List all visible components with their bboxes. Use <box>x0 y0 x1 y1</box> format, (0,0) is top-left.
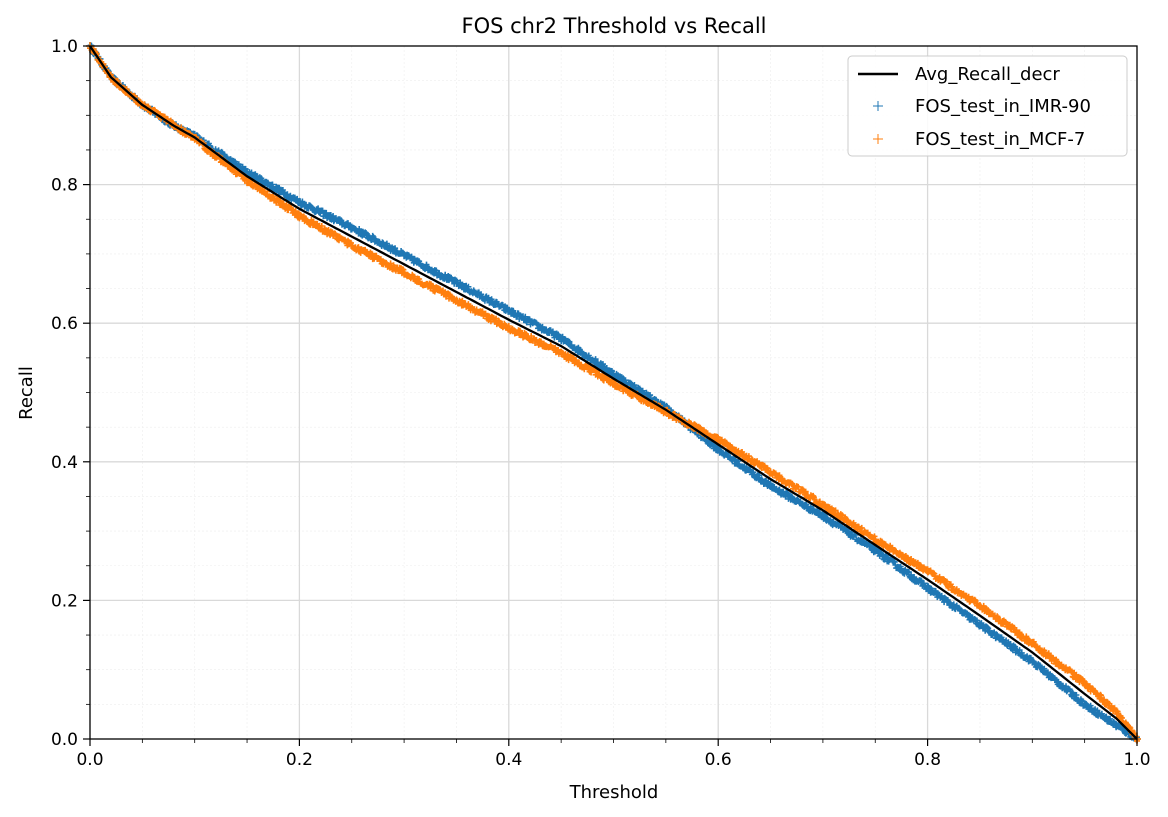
scatter-point <box>452 296 461 305</box>
scatter-point <box>766 468 775 477</box>
legend-label-imr90: FOS_test_in_IMR-90 <box>915 96 1091 117</box>
x-tick-label: 0.4 <box>495 750 522 770</box>
y-tick-label: 0.2 <box>51 591 78 611</box>
chart-title: FOS chr2 Threshold vs Recall <box>461 14 766 38</box>
scatter-point <box>766 482 775 491</box>
scatter-point <box>400 251 409 260</box>
scatter-point <box>504 324 513 333</box>
scatter-point <box>871 535 880 544</box>
series-line-Avg_Recall_decr <box>89 45 1138 740</box>
scatter-point <box>557 348 566 357</box>
y-axis-label: Recall <box>16 366 37 420</box>
x-axis-label: Threshold <box>569 782 659 803</box>
x-tick-label: 1.0 <box>1123 750 1150 770</box>
axis-ticks: 0.0 0.2 0.4 0.6 0.8 1.0 0.0 0.2 0.4 0.6 0.8 1.0 <box>51 37 1151 770</box>
x-tick-label: 0.2 <box>286 750 313 770</box>
scatter-point <box>1112 707 1121 716</box>
series-layer <box>86 42 1141 744</box>
scatter-point <box>923 567 932 576</box>
y-tick-label: 0.8 <box>51 176 78 196</box>
scatter-point <box>347 241 356 250</box>
scatter-point <box>609 379 618 388</box>
scatter-point <box>1028 657 1037 666</box>
scatter-point <box>1080 679 1089 688</box>
legend-label-mcf7: FOS_test_in_MCF-7 <box>915 129 1085 150</box>
scatter-point <box>243 176 252 185</box>
y-tick-label: 0.0 <box>51 730 78 750</box>
y-tick-label: 1.0 <box>51 37 78 57</box>
scatter-point <box>923 583 932 592</box>
scatter-point <box>975 620 984 629</box>
x-tick-label: 0.8 <box>914 750 941 770</box>
x-tick-label: 0.0 <box>76 750 103 770</box>
legend-label-avg-recall: Avg_Recall_decr <box>915 64 1060 85</box>
scatter-point <box>557 334 566 343</box>
scatter-point <box>714 435 723 444</box>
legend-marker-mcf7 <box>873 134 883 144</box>
legend-box <box>847 55 1128 157</box>
scatter-point <box>818 500 827 509</box>
scatter-point <box>1080 700 1089 709</box>
x-tick-label: 0.6 <box>705 750 732 770</box>
scatter-point <box>714 445 723 454</box>
y-tick-label: 0.4 <box>51 453 78 473</box>
scatter-point <box>347 223 356 232</box>
scatter-point <box>452 279 461 288</box>
legend-marker-imr90 <box>873 101 883 111</box>
y-tick-label: 0.6 <box>51 314 78 334</box>
scatter-point <box>400 268 409 277</box>
scatter-point <box>504 306 513 315</box>
scatter-point <box>818 511 827 520</box>
scatter-point <box>975 601 984 610</box>
legend: Avg_Recall_decr FOS_test_in_IMR-90 FOS_t… <box>847 55 1128 157</box>
scatter-point <box>609 369 618 378</box>
scatter-point <box>295 197 304 206</box>
scatter-point <box>1112 721 1121 730</box>
scatter-point <box>1028 639 1037 648</box>
scatter-point <box>871 546 880 555</box>
scatter-point <box>295 211 304 220</box>
scatter-point <box>243 168 252 177</box>
